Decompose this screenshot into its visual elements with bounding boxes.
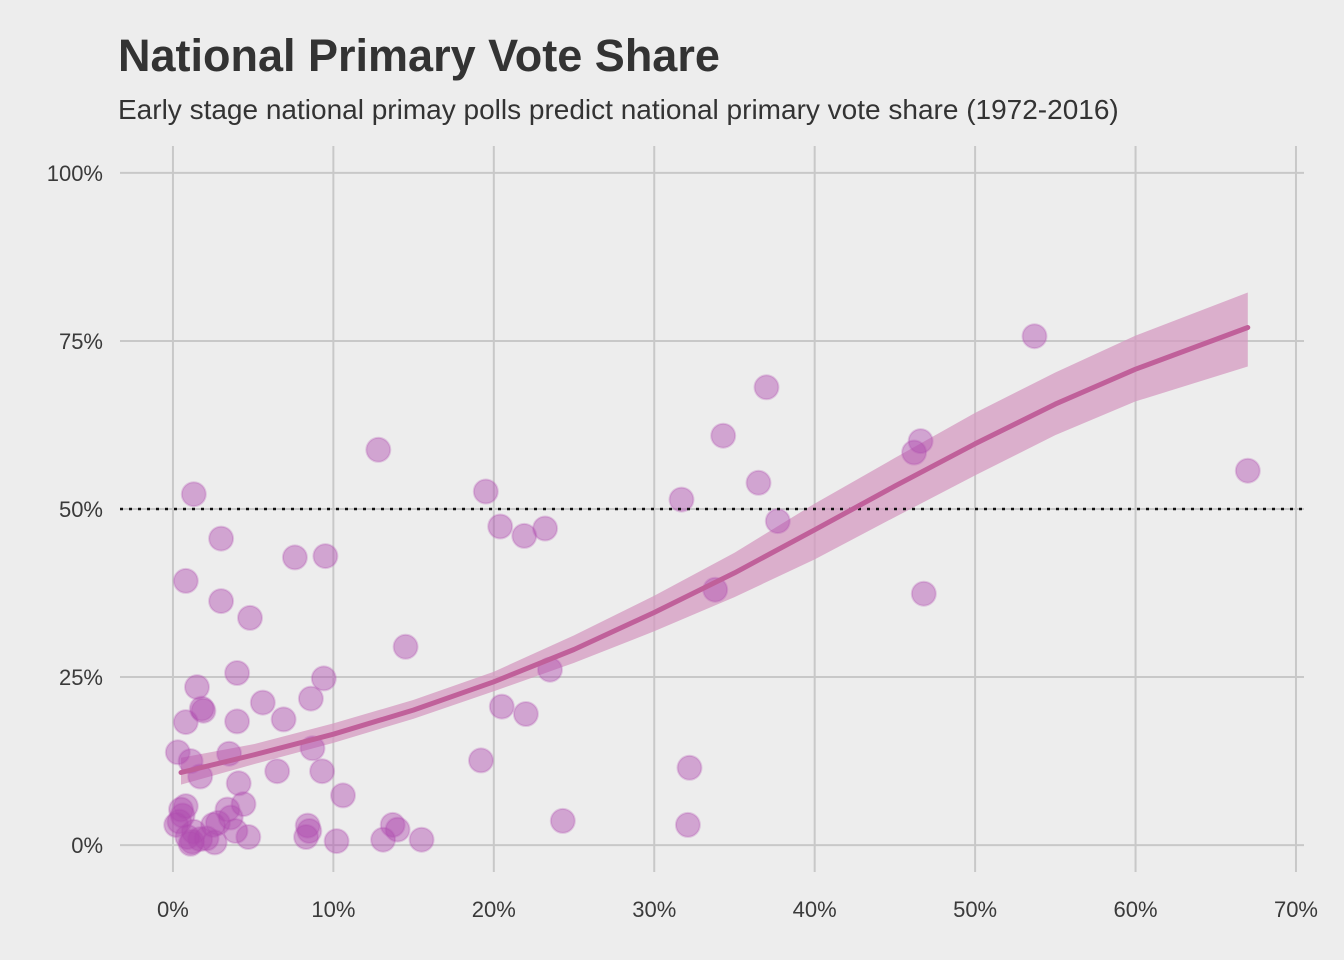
data-point-18 (193, 825, 220, 852)
data-point-30 (217, 804, 244, 831)
data-point-48 (323, 828, 350, 855)
data-point-68 (764, 508, 791, 535)
data-point-38 (281, 544, 308, 571)
y-tick-label-4: 100% (47, 161, 103, 186)
data-point-36 (270, 706, 297, 733)
data-point-65 (710, 422, 737, 449)
data-point-27 (214, 796, 241, 823)
x-tick-label-4: 40% (793, 897, 837, 922)
data-point-26 (225, 770, 252, 797)
data-point-60 (488, 693, 515, 720)
data-point-31 (200, 811, 227, 838)
data-point-0 (180, 481, 207, 508)
data-point-47 (330, 782, 356, 809)
fit-line (178, 325, 1251, 775)
data-point-41 (310, 665, 337, 692)
data-point-53 (370, 826, 397, 853)
data-point-19 (177, 830, 204, 857)
x-tick-label-1: 10% (311, 897, 355, 922)
data-point-29 (204, 809, 231, 836)
data-point-9 (168, 796, 194, 823)
confidence-band-group (181, 292, 1248, 785)
data-points (163, 323, 1261, 857)
y-tick-label-1: 25% (59, 665, 103, 690)
grid-lines (120, 146, 1304, 872)
chart-title: National Primary Vote Share (118, 30, 720, 81)
data-point-17 (187, 826, 214, 853)
data-point-40 (297, 685, 324, 712)
data-point-20 (208, 525, 235, 552)
fit-line-group (178, 325, 1251, 775)
y-axis-ticks: 0% 25% 50% 75% 100% (47, 161, 103, 858)
data-point-43 (309, 758, 336, 785)
data-point-55 (472, 478, 499, 505)
data-point-15 (179, 828, 206, 855)
data-point-4 (184, 674, 210, 701)
data-point-70 (674, 811, 701, 838)
data-point-50 (392, 633, 419, 660)
x-tick-label-5: 50% (953, 897, 997, 922)
chart-subtitle: Early stage national primay polls predic… (118, 94, 1119, 125)
data-point-1 (172, 567, 199, 594)
data-point-34 (201, 829, 228, 856)
data-point-33 (235, 824, 262, 850)
data-point-22 (237, 604, 263, 631)
x-tick-label-6: 60% (1114, 897, 1158, 922)
data-point-61 (512, 701, 539, 727)
data-point-3 (172, 709, 199, 736)
data-point-28 (230, 791, 257, 818)
data-point-39 (312, 543, 339, 570)
data-point-56 (487, 513, 514, 540)
data-point-24 (224, 708, 251, 735)
data-point-57 (511, 522, 538, 549)
data-point-71 (676, 754, 703, 781)
data-point-23 (224, 660, 251, 686)
data-point-74 (910, 580, 937, 607)
data-point-66 (753, 374, 780, 401)
y-tick-label-3: 75% (59, 329, 103, 354)
confidence-band (181, 292, 1248, 785)
data-point-12 (172, 793, 199, 820)
data-point-11 (169, 802, 196, 829)
data-point-21 (208, 588, 235, 615)
data-point-58 (532, 515, 559, 542)
data-point-37 (264, 758, 291, 785)
data-point-46 (293, 824, 320, 850)
data-point-5 (188, 695, 215, 722)
data-point-59 (468, 747, 494, 774)
data-point-45 (296, 818, 323, 844)
data-point-14 (174, 824, 201, 850)
x-tick-label-2: 20% (472, 897, 516, 922)
data-point-10 (166, 808, 193, 835)
data-point-75 (1021, 323, 1048, 350)
data-point-72 (901, 439, 928, 466)
data-point-35 (249, 689, 276, 716)
x-axis-ticks: 0% 10% 20% 30% 40% 50% 60% 70% (157, 897, 1318, 922)
x-tick-label-7: 70% (1274, 897, 1318, 922)
data-point-2 (164, 739, 191, 766)
data-point-44 (294, 812, 321, 839)
data-point-49 (365, 436, 392, 463)
data-point-32 (222, 818, 249, 844)
data-point-51 (379, 811, 406, 838)
data-point-16 (180, 818, 207, 845)
data-point-64 (668, 486, 695, 513)
x-tick-label-3: 30% (632, 897, 676, 922)
data-point-54 (408, 826, 435, 853)
data-point-13 (163, 811, 190, 838)
data-point-63 (549, 807, 576, 834)
y-tick-label-2: 50% (59, 497, 103, 522)
data-point-73 (907, 428, 934, 455)
data-point-76 (1234, 457, 1261, 484)
data-point-67 (745, 469, 772, 496)
data-point-52 (384, 816, 411, 843)
data-point-6 (190, 697, 217, 724)
x-tick-label-0: 0% (157, 897, 189, 922)
y-tick-label-0: 0% (71, 833, 103, 858)
